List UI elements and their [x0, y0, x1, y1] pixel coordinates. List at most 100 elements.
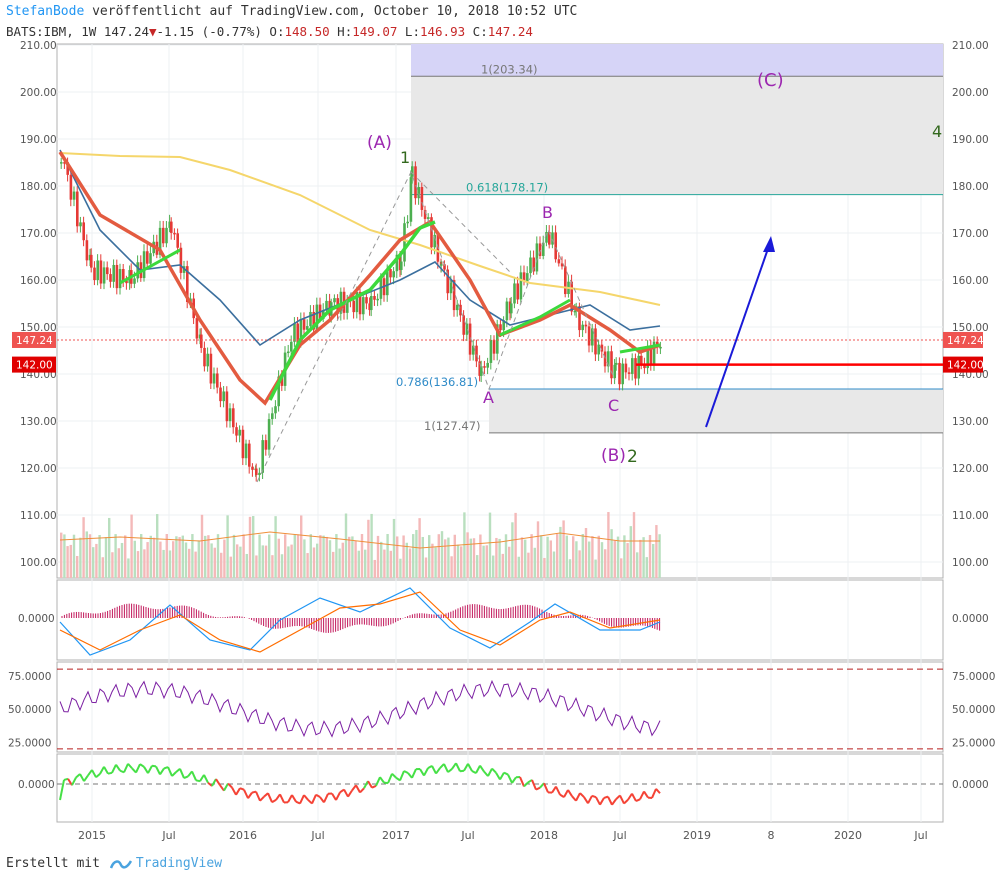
candle-body [106, 267, 109, 275]
volume-bar [472, 538, 476, 578]
candle-body [149, 253, 152, 264]
candle-body [554, 232, 557, 260]
osc-line-seg [619, 794, 625, 804]
volume-bar [588, 541, 591, 578]
y-tick-right: 150.00 [952, 322, 989, 334]
osc-line-seg [127, 763, 133, 769]
volume-bar [482, 545, 485, 578]
rsi-tick-left: 50.0000 [8, 704, 51, 716]
volume-bar [552, 551, 556, 578]
candle-body [162, 227, 165, 244]
volume-bar [79, 537, 82, 578]
candle-body [235, 427, 238, 436]
osc-line-seg [587, 795, 593, 804]
volume-bar [584, 528, 588, 578]
ema-red [58, 151, 661, 406]
volume-bar [527, 552, 530, 578]
volume-bar [639, 539, 642, 578]
volume-bar [357, 550, 360, 578]
rsi-tick-left: 75.0000 [8, 671, 51, 683]
candle-body [516, 283, 519, 300]
x-tick: 2020 [834, 829, 862, 842]
candle-body [456, 304, 459, 311]
x-tick: 2016 [229, 829, 257, 842]
rsi-tick-right: 50.0000 [952, 704, 995, 716]
candle-body [610, 351, 613, 379]
candle-body [195, 318, 199, 339]
volume-bar [248, 516, 252, 578]
ema-green-2 [268, 220, 436, 401]
x-tick: Jul [310, 829, 324, 842]
volume-bar [444, 539, 447, 578]
osc-line-seg [63, 777, 69, 781]
candle-body [597, 344, 600, 355]
candle-body [90, 254, 93, 268]
y-tick-right: 110.00 [952, 510, 989, 522]
volume-bar [111, 552, 114, 578]
candle-body [417, 187, 420, 199]
candle-body [624, 363, 628, 373]
close-label: C: [472, 24, 488, 39]
volume-bar [165, 534, 168, 578]
candle-body [136, 262, 139, 279]
volume-bar [440, 531, 444, 578]
candle-body [459, 304, 462, 316]
osc-line-seg [147, 765, 153, 774]
osc-line-seg [343, 789, 349, 798]
osc-line-seg [451, 762, 457, 770]
volume-bar [168, 550, 172, 578]
candle-body [607, 351, 610, 367]
volume-bar [178, 537, 181, 578]
author-link[interactable]: StefanBode [6, 4, 85, 19]
volume-bar [658, 534, 661, 578]
volume-bar [354, 541, 357, 578]
osc-line-seg [583, 796, 589, 804]
candle-body [618, 362, 621, 385]
osc-line-seg [447, 768, 453, 773]
volume-bar [130, 514, 133, 578]
last-price-badge-right [943, 331, 983, 348]
x-tick: 8 [768, 829, 775, 842]
x-tick: 2019 [683, 829, 711, 842]
volume-bar [85, 531, 88, 578]
osc-line-seg [103, 766, 109, 775]
volume-bar [348, 536, 351, 578]
candle-body [200, 334, 203, 348]
volume-bar [303, 539, 306, 578]
osc-line-seg [267, 792, 273, 803]
y-tick-right: 180.00 [952, 181, 989, 193]
osc-line-seg [251, 790, 257, 794]
candle-body [355, 291, 359, 313]
ma-200 [59, 152, 661, 306]
x-tick: 2017 [382, 829, 410, 842]
candle-body [403, 223, 406, 262]
footer-brand[interactable]: TradingView [135, 856, 223, 871]
low-value: 146.93 [419, 24, 466, 39]
last-price-label-left: 147.24 [16, 335, 53, 347]
volume-bar [152, 537, 156, 578]
osc-line-seg [167, 766, 173, 777]
candle-body [228, 408, 232, 422]
volume-bar [133, 540, 136, 578]
osc-line-seg [371, 784, 377, 789]
volume-bar [143, 549, 146, 578]
rsi-tick-right: 75.0000 [952, 671, 995, 683]
last-price-badge-left [12, 331, 56, 348]
osc-line-seg [399, 770, 405, 781]
volume-bar [405, 542, 408, 578]
volume-bar [277, 538, 280, 578]
osc-line-seg [411, 768, 417, 779]
volume-bar [437, 534, 440, 578]
y-tick-right: 210.00 [952, 40, 989, 52]
volume-bar [242, 534, 245, 578]
osc-line-seg [123, 763, 129, 773]
low-label: L: [404, 24, 420, 39]
volume-bar [450, 556, 453, 578]
candle-body [548, 231, 551, 245]
high-value: 149.07 [352, 24, 398, 39]
osc-line-seg [119, 769, 125, 774]
volume-bar [287, 546, 290, 578]
volume-bar [572, 536, 575, 578]
candle-body [133, 278, 136, 284]
